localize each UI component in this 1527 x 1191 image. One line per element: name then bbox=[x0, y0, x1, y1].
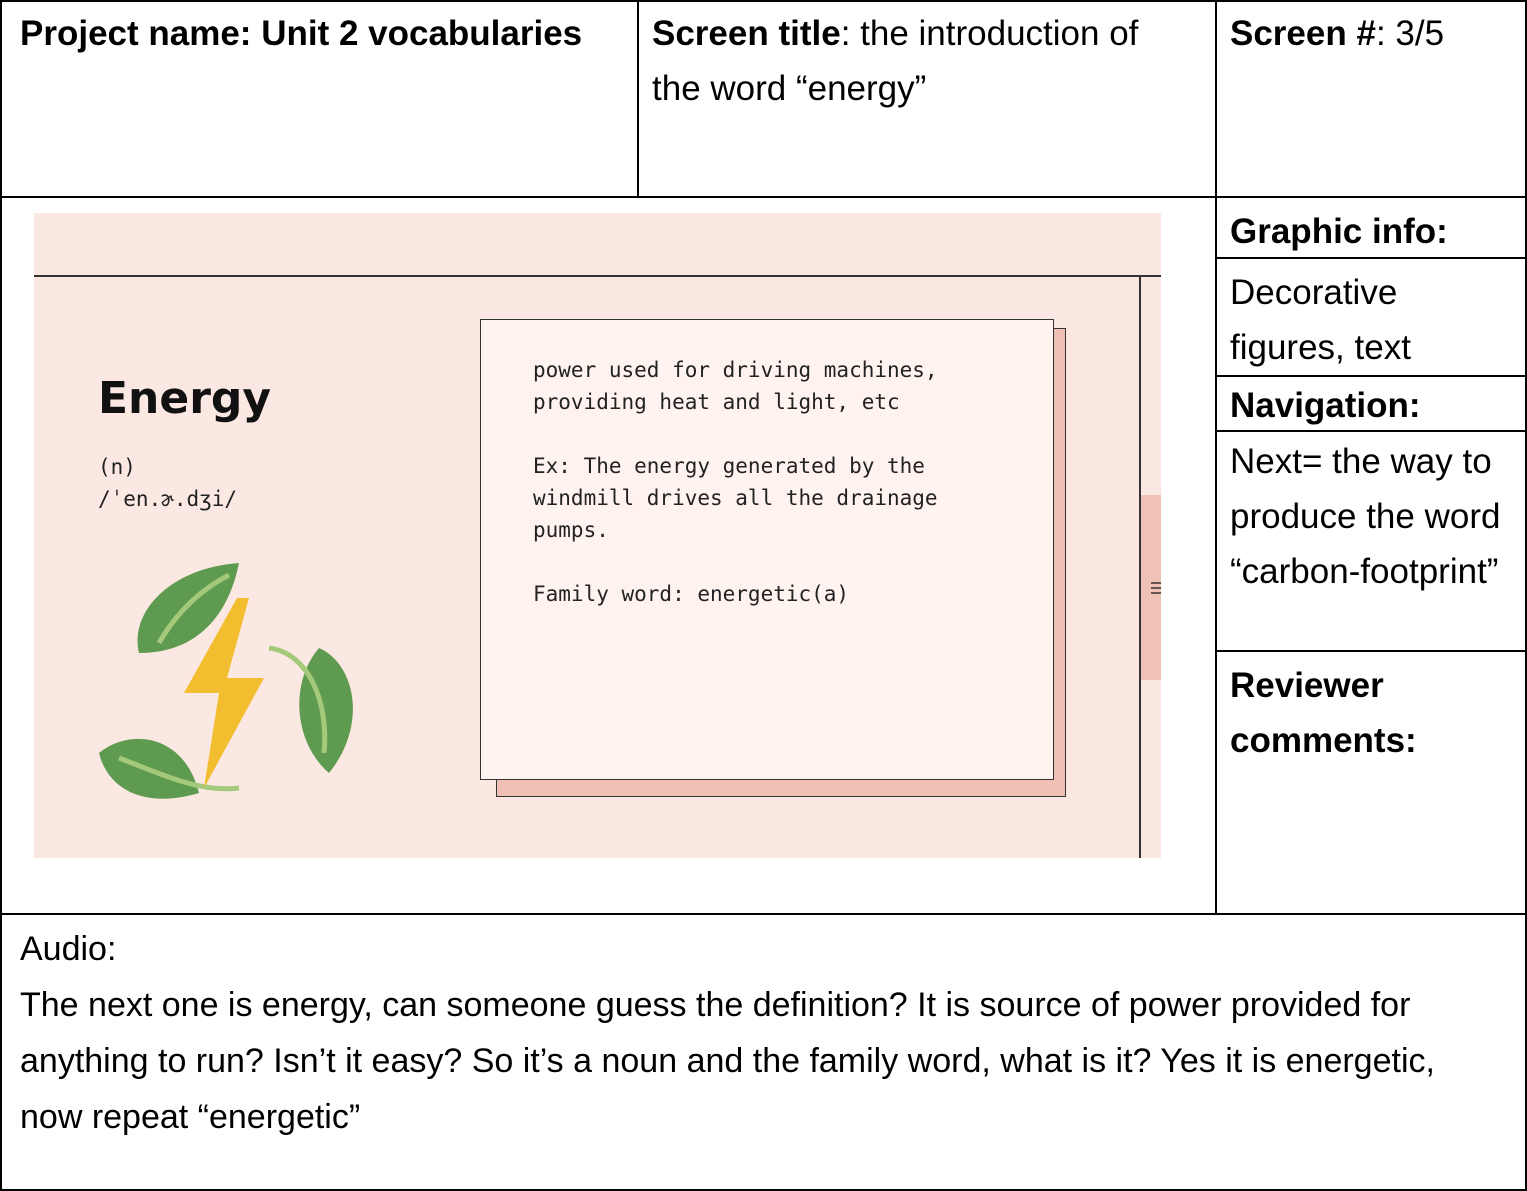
reviewer-comments: Reviewer comments: bbox=[1230, 666, 1417, 760]
audio: Audio: The next one is energy, can someo… bbox=[0, 915, 1527, 1145]
menu-icon bbox=[1151, 582, 1161, 594]
rule bbox=[1216, 430, 1527, 432]
value: : the introduction of the word “energy” bbox=[652, 14, 1139, 108]
rule bbox=[637, 0, 639, 196]
value: : 3/5 bbox=[1375, 14, 1445, 53]
pronunciation: /ˈen.ɚ.dʒi/ bbox=[98, 487, 238, 511]
graphic-info-label: Graphic info: bbox=[1230, 212, 1448, 251]
audio-label: Audio: bbox=[20, 930, 117, 968]
screen-number: Screen #: 3/5 bbox=[1210, 0, 1527, 61]
screen-title: Screen title: the introduction of the wo… bbox=[632, 0, 1216, 116]
family-word: Family word: energetic(a) bbox=[533, 582, 850, 606]
rule bbox=[1215, 0, 1217, 914]
audio-text: The next one is energy, can someone gues… bbox=[20, 986, 1435, 1136]
project-name: Project name: Unit 2 vocabularies bbox=[20, 14, 583, 53]
rule bbox=[0, 913, 1527, 915]
rule bbox=[0, 196, 1527, 198]
rule bbox=[1216, 650, 1527, 652]
slide-screenshot: Energy (n) /ˈen.ɚ.dʒi/ power used for dr… bbox=[34, 213, 1161, 858]
energy-icon bbox=[99, 563, 353, 799]
label: Screen title bbox=[652, 14, 841, 53]
navigation-label: Navigation: bbox=[1230, 386, 1421, 425]
slide-rule bbox=[34, 275, 1161, 277]
part-of-speech: (n) bbox=[98, 455, 136, 479]
rule bbox=[1216, 257, 1527, 259]
definition-card: power used for driving machines, providi… bbox=[480, 319, 1054, 780]
rule bbox=[1216, 375, 1527, 377]
graphic-info: Decorative figures, text bbox=[1230, 273, 1411, 367]
word: Energy bbox=[98, 373, 272, 424]
definition: power used for driving machines, providi… bbox=[533, 358, 938, 414]
slide-rule bbox=[1139, 277, 1141, 858]
label: Screen # bbox=[1230, 14, 1376, 53]
example: Ex: The energy generated by the windmill… bbox=[533, 454, 938, 542]
navigation: Next= the way to produce the word “carbo… bbox=[1230, 442, 1501, 591]
